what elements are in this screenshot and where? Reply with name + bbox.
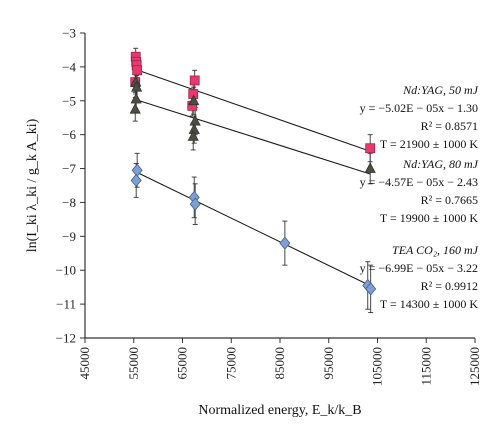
data-point-triangle	[364, 162, 376, 173]
x-tick-label: 65000	[175, 347, 190, 380]
y-tick-label: −8	[62, 195, 76, 210]
data-point-triangle	[187, 130, 199, 141]
annotation-line: y = −4.57E − 05x − 2.43	[360, 175, 478, 189]
x-tick-label: 85000	[272, 347, 287, 380]
data-point-diamond	[279, 236, 291, 250]
x-tick-label: 45000	[77, 347, 92, 380]
annotation-title: Nd:YAG, 50 mJ	[402, 83, 478, 97]
data-point-square	[189, 75, 200, 86]
fit-line	[136, 99, 371, 175]
x-tick-label: 75000	[223, 347, 238, 380]
data-point-triangle	[130, 92, 142, 104]
annotation-line: T = 19900 ± 1000 K	[380, 211, 478, 225]
y-tick-label: −5	[62, 93, 76, 108]
y-tick-label: −4	[62, 59, 76, 74]
y-tick-label: −6	[62, 127, 76, 142]
annotation-line: R² = 0.9912	[421, 279, 478, 293]
y-tick-label: −10	[56, 263, 76, 278]
data-point-diamond	[189, 197, 201, 211]
annotations: Nd:YAG, 50 mJ y = −5.02E − 05x − 1.30 R² =…	[360, 83, 479, 311]
annotation-line: y = −5.02E − 05x − 1.30	[360, 101, 478, 115]
annotation-line: y = −6.99E − 05x − 3.22	[360, 261, 478, 275]
x-tick-label: 115000	[418, 347, 433, 386]
data-point-triangle	[189, 114, 201, 126]
annotation-line: T = 14300 ± 1000 K	[380, 297, 478, 311]
y-tick-label: −9	[62, 229, 76, 244]
y-axis-title: ln(I_ki λ_ki / g_k A_ki)	[25, 118, 40, 252]
annotation-title: Nd:YAG, 80 mJ	[402, 157, 478, 171]
data-markers	[129, 51, 377, 296]
data-point-square	[132, 65, 143, 76]
axis-titles: Normalized energy, E_k/k_B ln(I_ki λ_ki /…	[25, 118, 362, 418]
data-point-triangle	[188, 94, 200, 106]
data-point-triangle	[129, 102, 141, 114]
annotation-title: TEA CO₂, 160 mJ	[392, 243, 479, 257]
data-point-triangle	[131, 80, 143, 92]
y-tick-label: −12	[56, 331, 76, 346]
x-tick-label: 95000	[321, 347, 336, 380]
data-point-square	[365, 143, 376, 154]
x-tick-label: 55000	[126, 347, 141, 380]
y-tick-label: −11	[56, 297, 76, 312]
annotation-line: T = 21900 ± 1000 K	[380, 137, 478, 151]
fit-line	[135, 171, 373, 288]
annotation-line: R² = 0.8571	[421, 119, 478, 133]
y-tick-label: −3	[62, 26, 76, 41]
y-tick-label: −7	[62, 161, 76, 176]
x-tick-label: 125000	[467, 347, 482, 386]
data-point-diamond	[365, 282, 377, 296]
annotation-line: R² = 0.7665	[421, 193, 478, 207]
x-tick-label: 105000	[370, 347, 385, 386]
x-axis-title: Normalized energy, E_k/k_B	[198, 403, 361, 418]
fit-line	[136, 69, 371, 152]
fit-lines	[135, 69, 373, 288]
data-point-diamond	[130, 173, 142, 188]
